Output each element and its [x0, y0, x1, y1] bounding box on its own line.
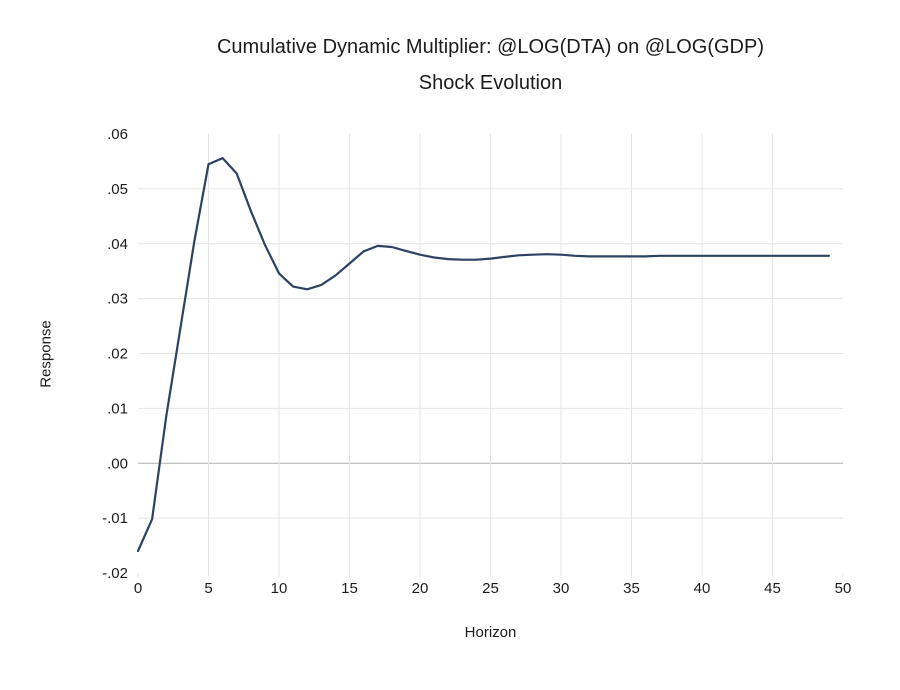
x-axis-title: Horizon [464, 624, 517, 641]
series-polyline [136, 157, 831, 553]
chart-title: Cumulative Dynamic Multiplier: @LOG(DTA)… [216, 36, 764, 58]
gridlines [137, 134, 844, 577]
x-tick-label: 30 [553, 580, 570, 597]
axis-tick-labels: .06 .05 .04 .03 .02 .01 .00 -.01 -.02 0 5 10 15 20 25 3… [102, 126, 851, 597]
x-tick-label: 35 [623, 580, 640, 597]
x-tick-label: 20 [412, 580, 429, 597]
chart-subtitle: Shock Evolution [418, 72, 563, 94]
y-tick-label: .00 [107, 455, 128, 472]
x-tick-label: 10 [271, 580, 288, 597]
y-tick-label: -.02 [102, 565, 128, 582]
x-tick-label: 45 [764, 580, 781, 597]
y-tick-label: .04 [107, 236, 128, 253]
x-tick-label: 25 [482, 580, 499, 597]
y-tick-label: .06 [107, 126, 128, 143]
x-tick-label: 15 [341, 580, 358, 597]
y-tick-label: .01 [107, 400, 128, 417]
x-tick-label: 5 [204, 580, 212, 597]
y-tick-label: -.01 [102, 510, 128, 527]
y-tick-label: .03 [107, 291, 128, 308]
y-tick-label: .02 [107, 346, 128, 363]
x-tick-label: 0 [134, 580, 142, 597]
x-tick-label: 40 [694, 580, 711, 597]
x-tick-label: 50 [835, 580, 852, 597]
response-line [136, 157, 831, 553]
y-tick-label: .05 [107, 181, 128, 198]
